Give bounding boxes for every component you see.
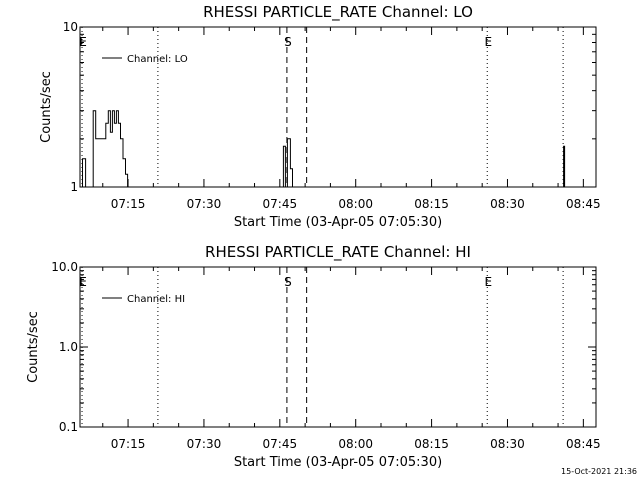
plot-frame (79, 266, 597, 428)
marker-label: S (284, 35, 292, 49)
x-tick-label: 07:45 (263, 437, 298, 451)
x-tick-label: 07:30 (187, 437, 222, 451)
x-tick-label: 08:15 (414, 437, 449, 451)
y-axis-label: Counts/sec (39, 71, 54, 143)
y-tick-label: 10 (63, 20, 78, 34)
x-tick-label: 08:30 (490, 197, 525, 211)
x-axis-label: Start Time (03-Apr-05 07:05:30) (234, 215, 442, 230)
legend-label: Channel: LO (127, 54, 188, 65)
y-axis-label: Counts/sec (26, 311, 41, 383)
x-tick-label: 08:45 (566, 437, 601, 451)
series-line-1 (80, 110, 566, 188)
marker-label: E (79, 35, 87, 49)
marker-label: E (79, 275, 87, 289)
timestamp-label: 15-Oct-2021 21:36 (561, 467, 637, 476)
x-tick-label: 08:30 (490, 437, 525, 451)
y-tick-label: 0.1 (59, 420, 78, 434)
x-tick-label: 07:45 (263, 197, 298, 211)
x-tick-label: 07:15 (111, 197, 146, 211)
marker-label: S (284, 275, 292, 289)
panel-lo-channel: RHESSI PARTICLE_RATE Channel: LO 07:15 07:… (39, 3, 601, 230)
y-tick-label: 10.0 (51, 260, 78, 274)
x-axis-label: Start Time (03-Apr-05 07:05:30) (234, 455, 442, 470)
x-tick-label: 07:15 (111, 437, 146, 451)
legend-label: Channel: HI (127, 294, 185, 305)
x-tick-label: 08:45 (566, 197, 601, 211)
x-tick-label: 08:00 (338, 197, 373, 211)
chart-title: RHESSI PARTICLE_RATE Channel: HI (205, 243, 471, 262)
y-tick-label: 1 (70, 180, 78, 194)
marker-label: E (484, 35, 492, 49)
x-tick-label: 07:30 (187, 197, 222, 211)
chart-title: RHESSI PARTICLE_RATE Channel: LO (203, 3, 473, 22)
panel-hi-channel: RHESSI PARTICLE_RATE Channel: HI 07:15 07:… (26, 243, 601, 470)
plot-frame (79, 26, 597, 188)
marker-label: E (484, 275, 492, 289)
x-tick-label: 08:15 (414, 197, 449, 211)
y-tick-label: 1.0 (59, 340, 78, 354)
x-tick-label: 08:00 (338, 437, 373, 451)
